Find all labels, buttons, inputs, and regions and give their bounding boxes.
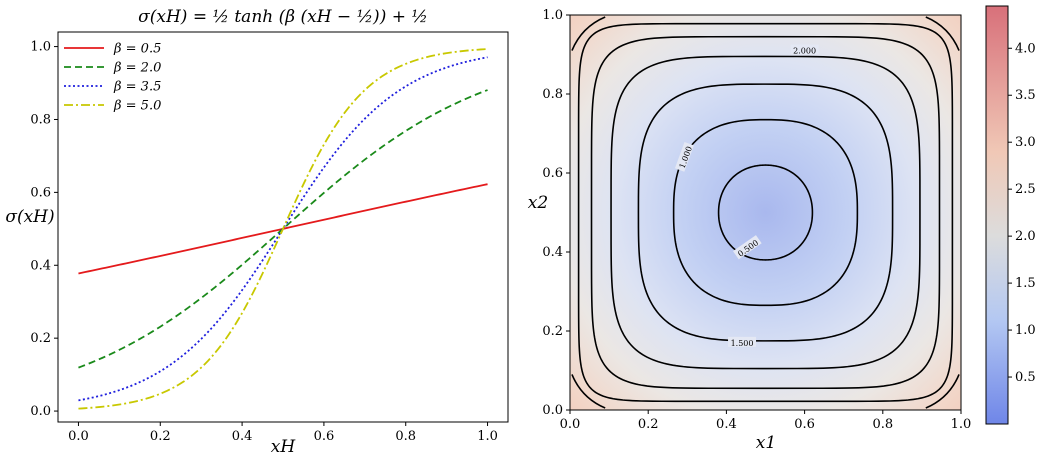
colorbar-frame bbox=[985, 5, 1009, 425]
y-axis-ticks: 0.0 0.2 0.4 0.6 0.8 1.0 bbox=[30, 40, 58, 419]
colorbar-tick-label: 3.0 bbox=[1015, 135, 1036, 150]
series-line-3 bbox=[78, 48, 488, 410]
contour-line-0 bbox=[717, 164, 814, 261]
contour-corner-3 bbox=[925, 16, 960, 51]
x2-axis-label: x2 bbox=[528, 193, 548, 213]
legend-label-0: β = 0.5 bbox=[113, 42, 161, 57]
legend-label-2: β = 3.5 bbox=[113, 80, 161, 95]
y-tick-label: 0.8 bbox=[30, 112, 51, 127]
colorbar bbox=[986, 6, 1008, 424]
plot-frame-right bbox=[569, 14, 962, 411]
colorbar-tick-label: 4.0 bbox=[1015, 41, 1036, 56]
x1-axis-ticks: 0.0 0.2 0.4 0.6 0.8 1.0 bbox=[560, 410, 972, 432]
x2-tick-label: 0.2 bbox=[542, 324, 563, 339]
contour-label-3: 2.000 bbox=[793, 47, 816, 56]
y-tick-label: 1.0 bbox=[30, 40, 51, 55]
colorbar-tick-label: 3.5 bbox=[1015, 88, 1036, 103]
chart-title: σ(xH) = ½ tanh (β (xH − ½)) + ½ bbox=[138, 7, 428, 27]
x2-tick-label: 1.0 bbox=[542, 8, 563, 23]
contour-corner-1 bbox=[925, 374, 960, 409]
x1-axis-label: x1 bbox=[756, 433, 776, 453]
x2-axis-ticks: 0.0 0.2 0.4 0.6 0.8 1.0 bbox=[542, 8, 570, 418]
x1-tick-label: 1.0 bbox=[951, 417, 972, 432]
x1-tick-label: 0.0 bbox=[560, 417, 581, 432]
colorbar-tick-label: 2.5 bbox=[1015, 182, 1036, 197]
colorbar-ticks: 0.5 1.0 1.5 2.0 2.5 3.0 3.5 4.0 bbox=[1008, 41, 1036, 385]
contour-line-5 bbox=[577, 22, 954, 403]
x-tick-label: 1.0 bbox=[477, 429, 498, 444]
x2-tick-label: 0.8 bbox=[542, 87, 563, 102]
contour-label-bg-0 bbox=[732, 235, 762, 260]
contour-label-bg-3 bbox=[790, 44, 819, 55]
x1-tick-label: 0.2 bbox=[638, 417, 659, 432]
contour-line-1 bbox=[672, 118, 859, 307]
contour-corner-0 bbox=[571, 374, 606, 409]
contour-line-4 bbox=[590, 35, 941, 390]
x-tick-label: 0.6 bbox=[314, 429, 335, 444]
series-line-2 bbox=[78, 56, 488, 402]
legend: β = 0.5 β = 2.0 β = 3.5 β = 5.0 bbox=[64, 42, 161, 114]
x-axis-label: xH bbox=[271, 437, 297, 457]
x2-tick-label: 0.6 bbox=[542, 166, 563, 181]
y-axis-label: σ(xH) bbox=[5, 207, 54, 227]
y-tick-label: 0.4 bbox=[30, 258, 51, 273]
colorbar-tick-label: 0.5 bbox=[1015, 370, 1036, 385]
contour-label-bg-2 bbox=[728, 336, 757, 347]
contour-label-bg-1 bbox=[674, 141, 694, 172]
x1-tick-label: 0.6 bbox=[794, 417, 815, 432]
legend-label-3: β = 5.0 bbox=[113, 99, 161, 114]
colorbar-tick-label: 2.0 bbox=[1015, 229, 1036, 244]
x-tick-label: 0.8 bbox=[395, 429, 416, 444]
y-tick-label: 0.2 bbox=[30, 331, 51, 346]
colorbar-tick-label: 1.5 bbox=[1015, 276, 1036, 291]
legend-label-1: β = 2.0 bbox=[113, 61, 161, 76]
contour-line-2 bbox=[637, 83, 894, 342]
x-tick-label: 0.0 bbox=[68, 429, 89, 444]
series-lines bbox=[78, 48, 488, 410]
x2-tick-label: 0.0 bbox=[542, 403, 563, 418]
contour-line-3 bbox=[610, 55, 921, 370]
sigmoid-line-chart: σ(xH) = ½ tanh (β (xH − ½)) + ½ 0.0 0.2 0.… bbox=[5, 7, 509, 457]
x1-tick-label: 0.8 bbox=[872, 417, 893, 432]
x2-tick-label: 0.4 bbox=[542, 245, 563, 260]
x-tick-label: 0.2 bbox=[150, 429, 171, 444]
colorbar-tick-label: 1.0 bbox=[1015, 323, 1036, 338]
y-tick-label: 0.6 bbox=[30, 185, 51, 200]
plot-frame-left bbox=[57, 31, 509, 423]
contour-corner-2 bbox=[571, 16, 606, 51]
x-axis-ticks: 0.0 0.2 0.4 0.6 0.8 1.0 bbox=[68, 422, 498, 444]
x-tick-label: 0.4 bbox=[232, 429, 253, 444]
heatmap-fill bbox=[570, 15, 961, 410]
contour-label-2: 1.500 bbox=[731, 339, 754, 348]
x1-tick-label: 0.4 bbox=[716, 417, 737, 432]
y-tick-label: 0.0 bbox=[30, 404, 51, 419]
